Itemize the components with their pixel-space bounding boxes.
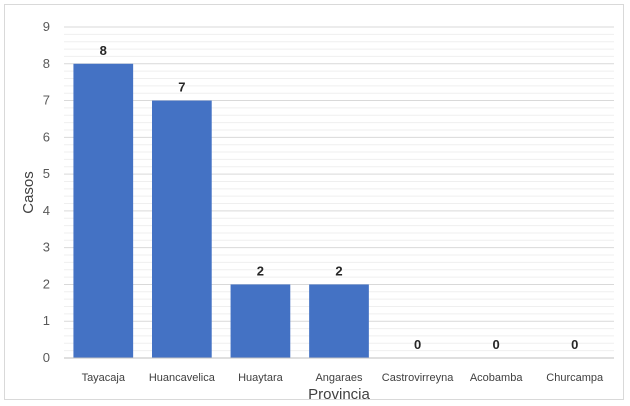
y-tick-label: 2 — [43, 276, 50, 291]
x-tick-label: Tayacaja — [82, 372, 126, 384]
data-label: 2 — [257, 263, 264, 278]
data-label: 8 — [100, 43, 107, 58]
x-tick-label: Churcampa — [546, 372, 604, 384]
data-label: 0 — [414, 337, 421, 352]
x-tick-label: Huaytara — [238, 372, 284, 384]
bar — [152, 100, 212, 359]
y-tick-label: 8 — [43, 56, 50, 71]
x-tick-label: Acobamba — [470, 372, 523, 384]
y-tick-label: 7 — [43, 93, 50, 108]
data-label: 0 — [493, 337, 500, 352]
y-tick-label: 0 — [43, 350, 50, 365]
bars — [73, 63, 369, 359]
bar — [230, 284, 291, 358]
x-axis-title: Provincia — [308, 386, 370, 403]
x-axis-ticks: Tayacaja Huancavelica Huaytara Angaraes Cast… — [82, 372, 604, 384]
data-labels: 8 7 2 2 0 0 0 — [100, 43, 579, 352]
y-tick-label: 5 — [43, 166, 50, 181]
data-label: 7 — [178, 80, 185, 95]
data-label: 2 — [335, 263, 342, 278]
y-axis-ticks: 0 1 2 3 4 5 6 7 8 9 — [43, 19, 50, 365]
y-tick-label: 1 — [43, 313, 50, 328]
y-tick-label: 4 — [43, 203, 50, 218]
x-tick-label: Angaraes — [315, 372, 363, 384]
y-tick-label: 9 — [43, 19, 50, 34]
data-label: 0 — [571, 337, 578, 352]
y-tick-label: 3 — [43, 240, 50, 255]
y-tick-label: 6 — [43, 129, 50, 144]
bar — [309, 284, 369, 358]
x-tick-label: Huancavelica — [149, 372, 216, 384]
bar — [73, 63, 134, 359]
y-axis-title: Casos — [20, 171, 37, 214]
x-tick-label: Castrovirreyna — [382, 372, 454, 384]
